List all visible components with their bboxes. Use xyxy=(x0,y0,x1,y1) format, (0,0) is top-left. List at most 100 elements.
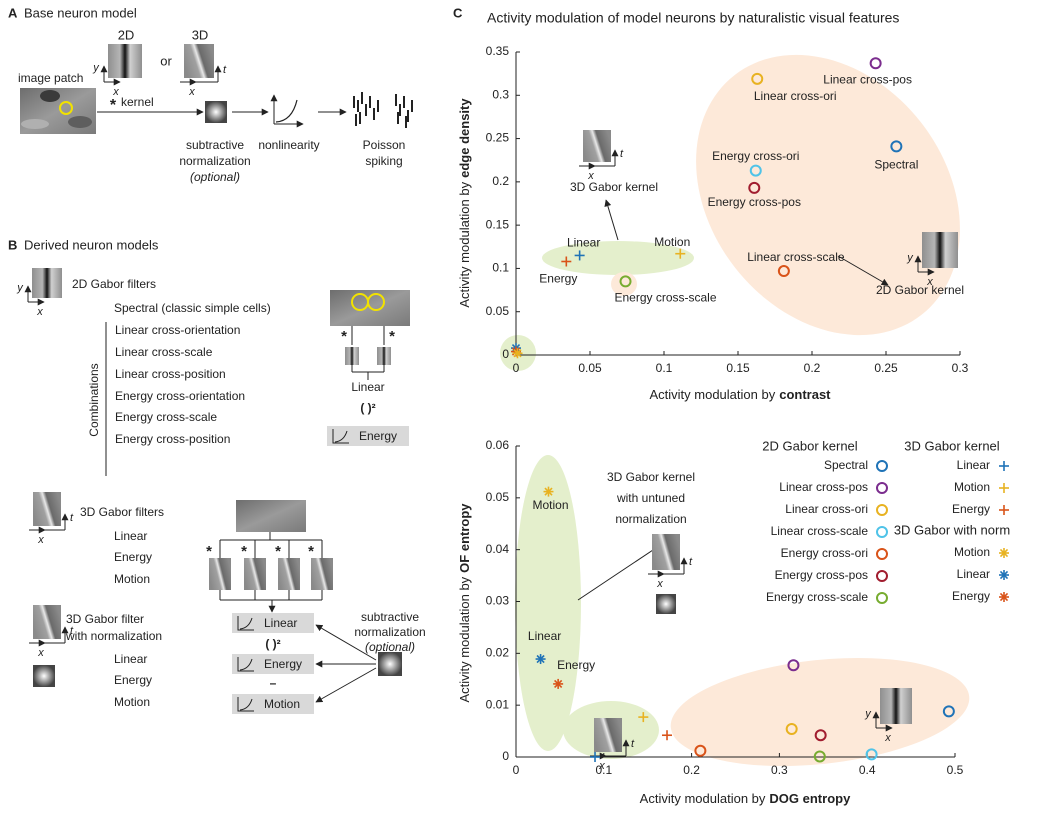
y-tick-label: 0.05 xyxy=(486,490,510,504)
x-tick-label: 0.25 xyxy=(874,361,898,375)
y-tick-label: 0.06 xyxy=(486,438,510,452)
point-label: Motion xyxy=(532,498,568,512)
point xyxy=(890,140,903,153)
point xyxy=(876,548,888,560)
point xyxy=(865,748,878,761)
point xyxy=(942,705,955,718)
axis-letter: x xyxy=(37,647,44,659)
point-label: Linear xyxy=(528,629,561,643)
x-tick-label: 0 xyxy=(513,763,520,777)
legend-label: Linear cross-pos xyxy=(779,480,868,494)
label: 3D Gabor filters xyxy=(80,505,164,519)
x-tick-label: 0 xyxy=(513,361,520,375)
point xyxy=(876,504,888,516)
legend-label: Spectral xyxy=(824,458,868,472)
x-tick-label: 0.4 xyxy=(859,763,876,777)
marker-stroke xyxy=(999,548,1009,558)
axis-label-text: Activity modulation by xyxy=(649,387,775,402)
legend-label: Linear xyxy=(957,567,990,581)
point xyxy=(543,486,554,497)
marker-circle xyxy=(876,592,888,604)
label: (optional) xyxy=(365,640,415,654)
y-tick-label: 0.04 xyxy=(486,542,510,556)
y-tick-label: 0.05 xyxy=(486,304,510,318)
arrow xyxy=(837,255,889,286)
nonlinearity-icon xyxy=(237,697,254,712)
label: Energy xyxy=(114,673,152,687)
annotation: 3D Gabor kernel xyxy=(570,180,658,194)
point xyxy=(749,164,762,177)
label: * xyxy=(110,97,117,114)
y-tick-label: 0.3 xyxy=(492,87,509,101)
point xyxy=(561,256,572,267)
marker-circle xyxy=(876,570,888,582)
marker-circle xyxy=(619,275,632,288)
label: Energy cross-position xyxy=(115,432,230,446)
marker-stroke xyxy=(554,679,563,689)
label: (optional) xyxy=(190,170,240,184)
point xyxy=(590,752,601,762)
marker-circle xyxy=(787,659,800,672)
axis-letter: x xyxy=(188,86,195,98)
label: kernel xyxy=(121,95,154,109)
axis-letter: x xyxy=(926,276,933,288)
arrow xyxy=(604,199,619,241)
legend-group: 2D Gabor kernel xyxy=(762,438,857,453)
point-label: Motion xyxy=(654,235,690,249)
point-label: Linear cross-scale xyxy=(747,250,845,264)
label: Motion xyxy=(114,572,150,586)
marker-circle xyxy=(813,750,826,763)
y-tick-label: 0.03 xyxy=(486,594,510,608)
y-tick-label: 0.25 xyxy=(486,131,510,145)
point xyxy=(999,548,1009,558)
texture xyxy=(68,116,92,128)
model-box xyxy=(232,654,314,674)
model-name: Motion xyxy=(264,697,300,711)
nonlinearity-icon xyxy=(332,429,349,444)
point xyxy=(777,265,790,278)
axis-letter: y xyxy=(16,282,24,294)
axis-label-emphasis: edge density xyxy=(457,98,472,178)
point xyxy=(574,250,585,261)
label: * xyxy=(341,328,347,345)
label: Linear cross-position xyxy=(115,367,226,381)
axis-letter: x xyxy=(587,170,594,182)
x-tick-label: 0.2 xyxy=(804,361,821,375)
label: – xyxy=(270,676,277,690)
model-box xyxy=(232,613,314,633)
axis-letter: x xyxy=(656,578,663,590)
gabor-icon xyxy=(244,558,266,590)
label: Energy cross-orientation xyxy=(115,389,245,403)
legend-label: Motion xyxy=(954,480,990,494)
point xyxy=(869,57,882,70)
point-label: Linear cross-ori xyxy=(754,89,837,103)
point xyxy=(876,592,888,604)
axis-letter: y xyxy=(906,252,914,264)
point xyxy=(813,750,826,763)
x-tick-label: 0.5 xyxy=(947,763,964,777)
axis-letter: x xyxy=(112,86,119,98)
label: * xyxy=(241,543,247,560)
marker-circle xyxy=(876,504,888,516)
label: spiking xyxy=(365,154,402,168)
label: image patch xyxy=(18,71,83,85)
marker-circle xyxy=(694,744,707,757)
label: subtractive xyxy=(361,610,419,624)
panel-letter: A xyxy=(8,5,18,20)
receptive-field xyxy=(59,101,73,115)
nonlinearity-icon xyxy=(237,657,254,672)
label: Linear xyxy=(114,652,147,666)
label: Energy cross-scale xyxy=(115,410,217,424)
model-name: Linear xyxy=(264,616,297,630)
axis-label-text: Activity modulation by xyxy=(457,181,472,307)
gabor-icon xyxy=(33,492,61,526)
panel-title: Derived neuron models xyxy=(24,237,159,252)
y-axis-label: Activity modulation by edge density xyxy=(457,98,472,308)
marker-circle xyxy=(876,548,888,560)
axis-label-emphasis: OF entropy xyxy=(457,503,472,573)
gabor-icon xyxy=(32,268,62,298)
model-name: Energy xyxy=(264,657,302,671)
label: * xyxy=(206,543,212,560)
texture xyxy=(21,119,49,129)
label: Energy xyxy=(114,550,152,564)
